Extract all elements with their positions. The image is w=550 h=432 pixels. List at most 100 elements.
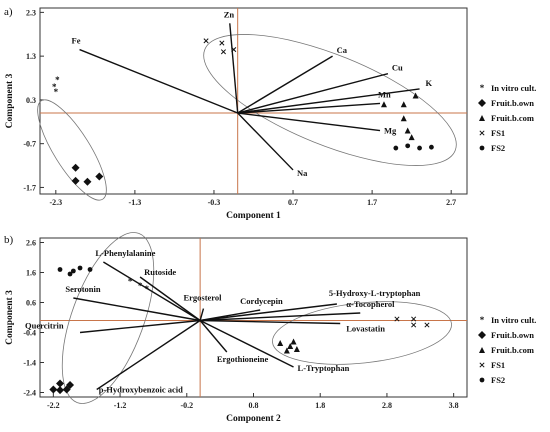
data-point-triangle bbox=[400, 115, 407, 122]
data-point-diamond bbox=[56, 379, 65, 388]
y-tick-label: 2.6 bbox=[26, 239, 36, 248]
legend-entry: FS1 bbox=[491, 128, 505, 138]
data-point-star: * bbox=[145, 284, 150, 294]
vector-label: Fe bbox=[72, 36, 81, 46]
legend-entry: FS1 bbox=[491, 360, 505, 370]
loading-vector bbox=[96, 319, 201, 391]
y-tick-label: -2.4 bbox=[23, 389, 36, 398]
data-point-triangle bbox=[290, 338, 297, 345]
data-point-cross bbox=[394, 316, 400, 322]
loading-vector bbox=[237, 55, 333, 114]
group-ellipse bbox=[203, 34, 457, 166]
x-tick-label: -2.3 bbox=[49, 198, 62, 207]
legend-marker bbox=[479, 362, 485, 368]
vector-label: Ergosterol bbox=[183, 293, 222, 303]
data-point-triangle bbox=[412, 92, 419, 99]
data-point-diamond bbox=[49, 385, 58, 394]
loading-vector bbox=[79, 319, 201, 334]
data-point-diamond bbox=[56, 386, 65, 395]
x-tick-label: 1.7 bbox=[367, 198, 377, 207]
y-tick-label: 0.6 bbox=[26, 299, 36, 308]
data-point-diamond bbox=[83, 177, 92, 186]
data-point-diamond bbox=[71, 176, 80, 185]
vector-label: Mn bbox=[378, 89, 391, 99]
y-axis-label: Component 3 bbox=[5, 73, 15, 128]
legend-entry: In vitro cult. bbox=[491, 83, 536, 93]
vector-label: Na bbox=[297, 168, 308, 178]
vector-label: Cu bbox=[392, 63, 403, 73]
vector-label: 5-Hydroxy-L-tryptophan bbox=[329, 288, 421, 298]
data-point-diamond bbox=[95, 172, 104, 181]
data-point-star: * bbox=[128, 277, 133, 287]
x-tick-label: 2.7 bbox=[446, 198, 456, 207]
data-point-star: * bbox=[52, 82, 57, 92]
x-tick-label: -1.3 bbox=[129, 198, 142, 207]
loading-vector bbox=[200, 319, 341, 325]
data-point-circle bbox=[417, 145, 422, 151]
legend-entry: Fruit.b.com bbox=[491, 113, 534, 123]
data-point-cross bbox=[411, 316, 417, 322]
data-point-circle bbox=[70, 268, 76, 274]
legend-marker bbox=[478, 331, 486, 339]
vector-label: Quercitrin bbox=[25, 321, 64, 331]
legend-entry: FS2 bbox=[491, 143, 505, 153]
vector-label: L-Phenylalanine bbox=[95, 248, 155, 258]
data-point-cross bbox=[203, 38, 209, 44]
loading-vector bbox=[199, 319, 294, 368]
data-point-triangle bbox=[277, 340, 284, 346]
loading-vector bbox=[200, 303, 337, 322]
x-tick-label: -0.3 bbox=[208, 198, 221, 207]
x-axis-label: Component 1 bbox=[226, 211, 281, 221]
loading-vector bbox=[229, 23, 239, 114]
vector-label: Lovastatin bbox=[346, 324, 385, 334]
data-point-diamond bbox=[66, 381, 75, 389]
legend-marker bbox=[478, 99, 486, 107]
panel-label: a) bbox=[4, 6, 13, 18]
vector-label: Serotonin bbox=[65, 284, 101, 294]
x-tick-label: 0.8 bbox=[249, 401, 259, 410]
group-ellipse bbox=[272, 301, 452, 365]
legend-entry: Fruit.b.own bbox=[491, 330, 534, 340]
vector-label: Mg bbox=[384, 126, 397, 136]
data-point-triangle bbox=[293, 346, 300, 352]
legend-marker bbox=[479, 115, 485, 121]
plot-frame bbox=[39, 7, 468, 195]
vector-label: Ergothioneine bbox=[217, 354, 269, 364]
data-point-diamond bbox=[71, 163, 80, 172]
loading-vector bbox=[73, 297, 201, 322]
chart-panel-1: -2.3 -1.3 -0.3 0.7 1.7 2.7 -1.7 -0.7 0.3 1.3 2.3 Co… bbox=[4, 6, 536, 221]
y-tick-label: 2.3 bbox=[26, 8, 36, 17]
loading-vector bbox=[237, 112, 294, 171]
group-ellipse bbox=[61, 232, 155, 404]
y-tick-label: -0.4 bbox=[23, 329, 36, 338]
data-point-cross bbox=[220, 49, 227, 55]
data-point-star: * bbox=[138, 281, 143, 291]
x-tick-label: -2.2 bbox=[47, 401, 60, 410]
legend-marker: * bbox=[480, 83, 485, 93]
data-point-cross bbox=[219, 40, 225, 46]
data-point-circle bbox=[77, 265, 83, 271]
loading-vector bbox=[237, 88, 420, 114]
data-point-circle bbox=[429, 144, 434, 150]
x-tick-label: 1.8 bbox=[315, 401, 325, 410]
x-tick-label: 0.7 bbox=[288, 198, 298, 207]
loading-vector bbox=[237, 102, 381, 114]
x-tick-label: 3.8 bbox=[449, 401, 459, 410]
vector-label: Ca bbox=[337, 45, 348, 55]
legend-entry: In vitro cult. bbox=[491, 315, 536, 325]
legend-marker bbox=[479, 347, 485, 353]
vector-label: Zn bbox=[224, 9, 235, 19]
panel-label: b) bbox=[4, 234, 14, 246]
vector-label: K bbox=[426, 78, 433, 88]
data-point-circle bbox=[405, 143, 411, 149]
y-tick-label: 1.6 bbox=[26, 269, 36, 278]
data-point-circle bbox=[67, 271, 73, 277]
data-point-triangle bbox=[287, 343, 294, 349]
data-point-star: * bbox=[54, 87, 59, 97]
legend-entry: Fruit.b.own bbox=[491, 98, 534, 108]
x-axis-label: Component 2 bbox=[226, 414, 281, 424]
loading-vector bbox=[237, 72, 389, 114]
x-tick-label: 2.8 bbox=[382, 401, 392, 410]
